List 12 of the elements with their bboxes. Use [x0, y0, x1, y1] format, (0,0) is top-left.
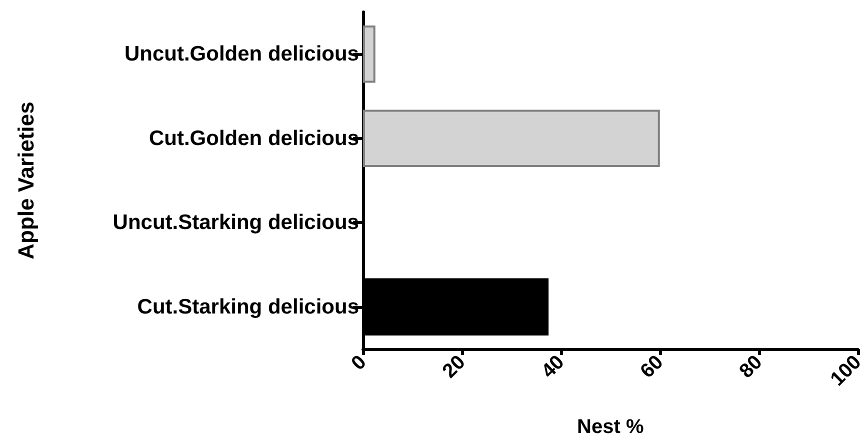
x-tick-label: 100 [826, 351, 866, 390]
y-axis-title: Apple Varieties [14, 102, 38, 260]
y-tick-label: Cut.Starking delicious [137, 295, 359, 318]
x-tick-label: 80 [735, 351, 767, 382]
y-tick-label: Cut.Golden delicious [148, 126, 359, 150]
y-tick-label: Uncut.Golden delicious [124, 42, 359, 66]
y-tick-label: Uncut.Starking delicious [112, 211, 359, 234]
x-tick-label: 60 [636, 351, 668, 382]
x-tick-label: 40 [537, 351, 569, 382]
x-tick-label: 0 [347, 351, 371, 375]
x-tick-label: 20 [438, 351, 470, 382]
x-axis-title: Nest % [577, 416, 644, 438]
